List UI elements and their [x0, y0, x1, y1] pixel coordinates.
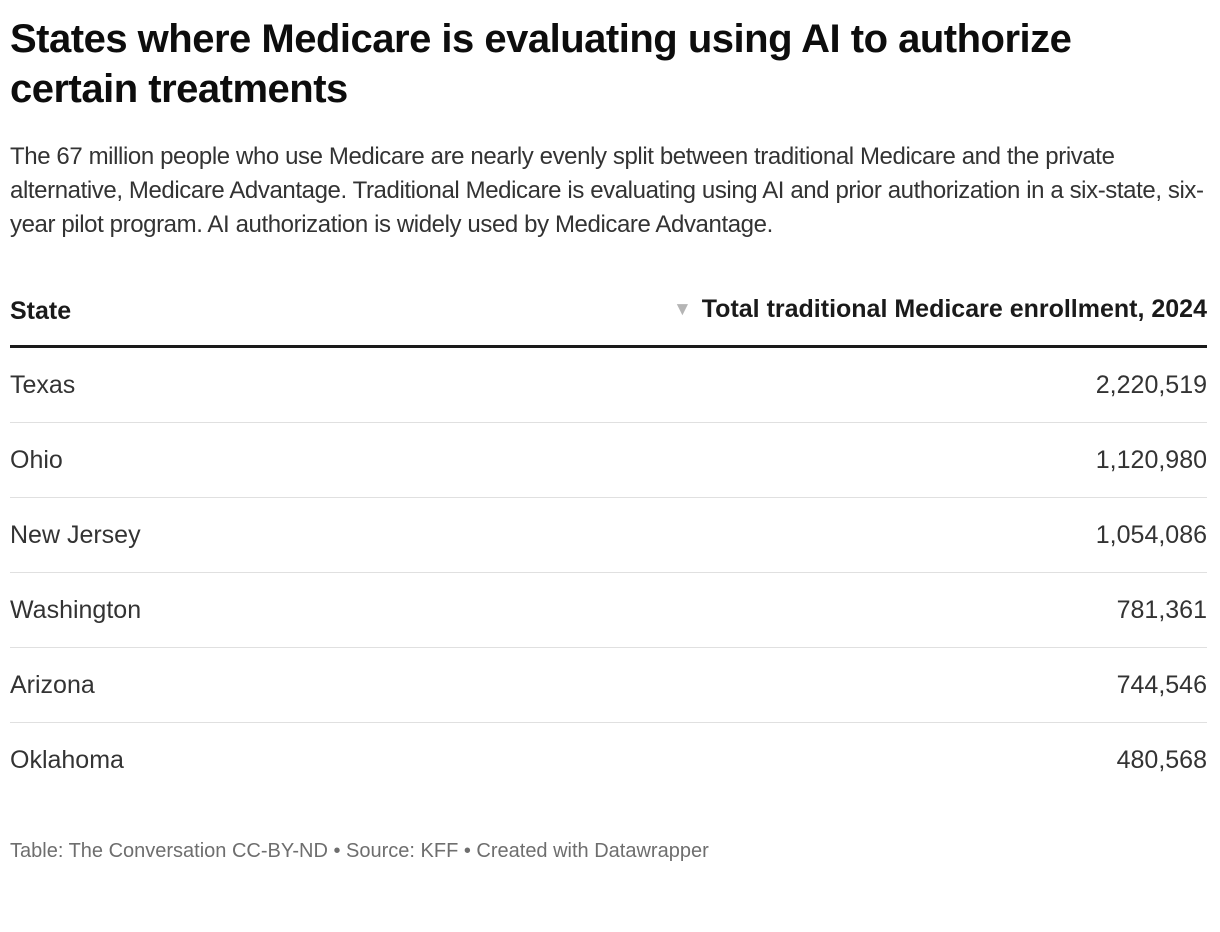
state-cell: Washington [10, 572, 659, 648]
state-cell: Texas [10, 371, 76, 399]
column-header-enrollment[interactable]: ▼ Total traditional Medicare enrollment, … [659, 294, 1207, 348]
enrollment-cell: 2,220,519 [1095, 371, 1207, 399]
sort-descending-icon: ▼ [672, 299, 692, 320]
page-title: States where Medicare is evaluating usin… [10, 17, 1072, 111]
table-header-row: State ▼ Total traditional Medicare enroll… [10, 294, 1207, 348]
enrollment-cell: 744,546 [659, 647, 1207, 723]
enrollment-cell: 781,361 [659, 572, 1207, 648]
table-row: Arizona 744,546 [10, 647, 1207, 723]
enrollment-cell: 480,568 [659, 722, 1207, 797]
table-row: Oklahoma 480,568 [10, 722, 1207, 797]
column-header-state-label: State [10, 297, 72, 325]
table-row: Ohio 1,120,980 [10, 422, 1207, 498]
table-body: Texas 2,220,519 Ohio 1,120,980 New Jersey 1,0… [10, 347, 1207, 797]
state-cell: Ohio [10, 422, 659, 498]
enrollment-table: State ▼ Total traditional Medicare enroll… [10, 294, 1207, 797]
state-cell: New Jersey [10, 497, 659, 573]
column-header-state[interactable]: State [10, 294, 659, 348]
table-row: Texas 2,220,519 [10, 347, 1207, 423]
enrollment-cell: 1,120,980 [659, 422, 1207, 498]
table-row: Washington 781,361 [10, 572, 1207, 648]
state-cell: Oklahoma [10, 722, 659, 797]
table-row: New Jersey 1,054,086 [10, 497, 1207, 573]
attribution-footer: Table: The Conversation CC-BY-ND • Sourc… [10, 840, 709, 862]
table-header: State ▼ Total traditional Medicare enroll… [10, 294, 1207, 348]
page-description: The 67 million people who use Medicare a… [10, 143, 1204, 238]
enrollment-cell: 1,054,086 [659, 497, 1207, 573]
column-header-enrollment-label: Total traditional Medicare enrollment, 2… [701, 295, 1207, 323]
state-cell: Arizona [10, 647, 659, 723]
